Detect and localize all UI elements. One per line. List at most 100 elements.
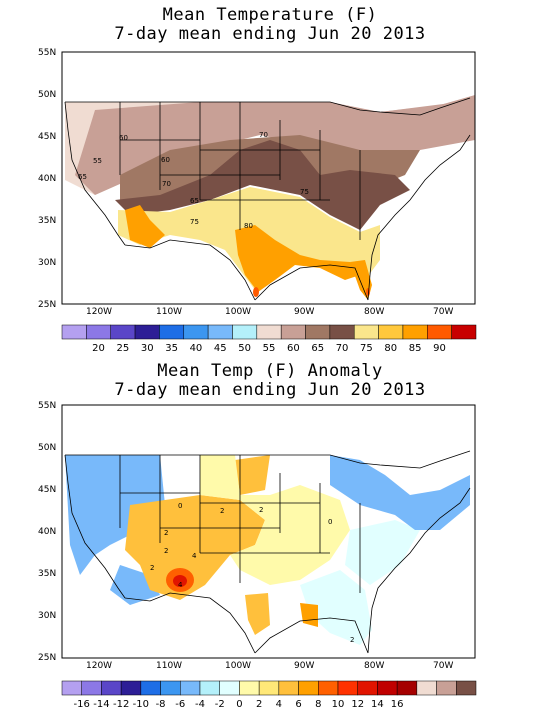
- colorbar-swatch: [258, 680, 280, 696]
- x-tick-label: 100W: [225, 307, 251, 317]
- colorbar-swatch: [219, 680, 240, 696]
- x-tick-label: 110W: [156, 307, 182, 317]
- colorbar-label: -16: [74, 699, 90, 709]
- contour-label: 2: [220, 507, 224, 515]
- panel2-map-frame: [61, 404, 476, 659]
- contour-label: 2: [164, 547, 168, 555]
- colorbar-swatch: [199, 680, 220, 696]
- panel2-colorbar: -16 -14 -12 -10 -8 -6 -4 -2 0 2 4 6 8 10 12 14 16: [61, 680, 477, 709]
- y-tick-label: 25N: [38, 300, 56, 310]
- contour-label: 2: [164, 529, 168, 537]
- contour-label: 4: [192, 552, 197, 560]
- colorbar-label: 0: [236, 699, 242, 709]
- colorbar-swatch: [101, 680, 122, 696]
- colorbar-swatch: [280, 324, 306, 340]
- colorbar-label: 80: [384, 343, 397, 354]
- colorbar-swatch: [318, 680, 339, 696]
- colorbar-swatch: [416, 680, 437, 696]
- contour-label: 0: [328, 518, 332, 526]
- x-tick-label: 90W: [294, 307, 314, 317]
- colorbar-label: 40: [190, 343, 203, 354]
- colorbar-swatch: [337, 680, 358, 696]
- colorbar-swatch: [357, 680, 378, 696]
- colorbar-label: -12: [113, 699, 129, 709]
- x-tick-label: 70W: [433, 307, 453, 317]
- colorbar-label: 45: [214, 343, 227, 354]
- colorbar-label: 70: [336, 343, 349, 354]
- colorbar-label: 90: [433, 343, 446, 354]
- panel2-title-line1: Mean Temp (F) Anomaly: [157, 361, 383, 381]
- colorbar-label: 12: [351, 699, 364, 709]
- colorbar-label: 35: [165, 343, 178, 354]
- colorbar-label: 2: [256, 699, 262, 709]
- contour-label: 75: [300, 188, 309, 196]
- x-tick-label: 80W: [364, 661, 384, 671]
- colorbar-swatch: [396, 680, 418, 696]
- contour-label: 2: [350, 636, 354, 644]
- colorbar-swatch: [81, 680, 102, 696]
- panel1-contour-labels: 60 55 65 60 70 70 65 75 75 80: [78, 131, 309, 230]
- colorbar-label: 85: [409, 343, 422, 354]
- panel1-map: 60 55 65 60 70 70 65 75 75 80 55N 50N 45…: [38, 48, 477, 354]
- panel1-boundaries: [64, 97, 471, 301]
- x-tick-label: 70W: [433, 661, 453, 671]
- colorbar-swatch: [110, 324, 136, 340]
- colorbar-swatch: [278, 680, 299, 696]
- contour-label: 70: [259, 131, 268, 139]
- y-tick-label: 40N: [38, 527, 56, 537]
- colorbar-swatch: [256, 324, 282, 340]
- colorbar-label: 20: [92, 343, 105, 354]
- y-tick-label: 45N: [38, 485, 56, 495]
- colorbar-label: 14: [371, 699, 384, 709]
- colorbar-label: 75: [360, 343, 373, 354]
- contour-label: 4: [178, 581, 183, 589]
- colorbar-swatch: [61, 324, 87, 340]
- colorbar-swatch: [140, 680, 161, 696]
- colorbar-label: 55: [263, 343, 276, 354]
- colorbar-label: -6: [175, 699, 185, 709]
- x-tick-label: 120W: [86, 661, 112, 671]
- colorbar-swatch: [377, 680, 398, 696]
- colorbar-swatch: [160, 680, 181, 696]
- x-tick-label: 100W: [225, 661, 251, 671]
- colorbar-label: -10: [133, 699, 149, 709]
- panel1-y-ticks: 55N 50N 45N 40N 35N 30N 25N: [38, 48, 56, 310]
- colorbar-swatch: [402, 324, 428, 340]
- contour-label: 55: [93, 157, 102, 165]
- colorbar-label: 6: [295, 699, 301, 709]
- contour-label: 60: [161, 156, 170, 164]
- colorbar-label: 60: [287, 343, 300, 354]
- colorbar-label: 25: [117, 343, 130, 354]
- y-tick-label: 50N: [38, 90, 56, 100]
- y-tick-label: 55N: [38, 48, 56, 58]
- colorbar-swatch: [353, 324, 379, 340]
- y-tick-label: 45N: [38, 132, 56, 142]
- y-tick-label: 25N: [38, 653, 56, 663]
- colorbar-label: 65: [311, 343, 324, 354]
- colorbar-swatch: [305, 324, 331, 340]
- colorbar-swatch: [86, 324, 111, 340]
- contour-label: 65: [78, 173, 87, 181]
- panel1-title-line1: Mean Temperature (F): [162, 5, 378, 25]
- contour-label: 60: [119, 134, 128, 142]
- colorbar-swatch: [451, 324, 477, 340]
- panel2-x-ticks: 120W 110W 100W 90W 80W 70W: [86, 661, 453, 671]
- colorbar-label: 8: [315, 699, 321, 709]
- colorbar-swatch: [329, 324, 355, 340]
- colorbar-label: -14: [93, 699, 109, 709]
- panel1-title-line2: 7-day mean ending Jun 20 2013: [114, 24, 426, 44]
- colorbar-swatch: [232, 324, 258, 340]
- x-tick-label: 80W: [364, 307, 384, 317]
- panel2-contour-labels: 0 2 2 2 4 2 2 4 0 2: [150, 502, 354, 644]
- colorbar-label: 10: [332, 699, 345, 709]
- x-tick-label: 110W: [156, 661, 182, 671]
- y-tick-label: 30N: [38, 611, 56, 621]
- colorbar-label: 16: [391, 699, 404, 709]
- y-tick-label: 40N: [38, 174, 56, 184]
- colorbar-label: 4: [276, 699, 282, 709]
- y-tick-label: 30N: [38, 258, 56, 268]
- colorbar-swatch: [180, 680, 201, 696]
- colorbar-swatch: [134, 324, 160, 340]
- colorbar-swatch: [159, 324, 185, 340]
- panel2-y-ticks: 55N 50N 45N 40N 35N 30N 25N: [38, 401, 56, 663]
